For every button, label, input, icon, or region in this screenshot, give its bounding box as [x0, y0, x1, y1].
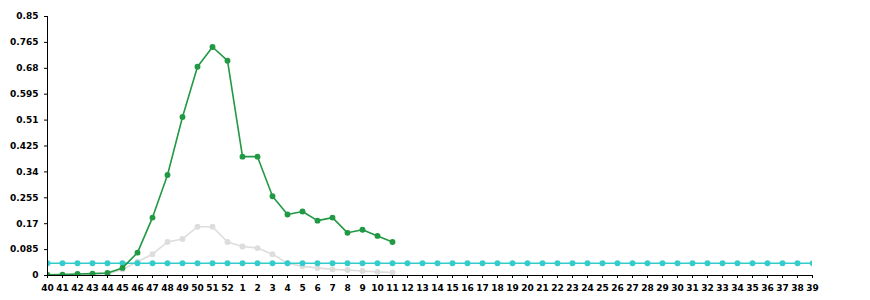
svg-text:18: 18	[491, 283, 504, 293]
svg-text:8: 8	[344, 283, 350, 293]
svg-text:0.51: 0.51	[16, 115, 38, 125]
svg-text:35: 35	[746, 283, 759, 293]
svg-text:11: 11	[386, 283, 399, 293]
svg-text:22: 22	[551, 283, 564, 293]
svg-text:15: 15	[446, 283, 459, 293]
svg-text:39: 39	[806, 283, 819, 293]
svg-text:46: 46	[131, 283, 144, 293]
svg-text:7: 7	[329, 283, 335, 293]
svg-text:0.68: 0.68	[16, 63, 38, 73]
svg-text:25: 25	[596, 283, 609, 293]
svg-text:6: 6	[314, 283, 320, 293]
svg-text:13: 13	[416, 283, 429, 293]
svg-text:0.34: 0.34	[16, 167, 38, 177]
svg-text:1: 1	[239, 283, 245, 293]
svg-text:14: 14	[431, 283, 444, 293]
svg-text:47: 47	[146, 283, 159, 293]
svg-text:0.085: 0.085	[10, 244, 38, 254]
svg-text:0.595: 0.595	[10, 89, 38, 99]
svg-text:30: 30	[671, 283, 684, 293]
svg-text:40: 40	[41, 283, 54, 293]
svg-text:43: 43	[86, 283, 99, 293]
svg-text:10: 10	[371, 283, 384, 293]
svg-text:12: 12	[401, 283, 414, 293]
svg-text:19: 19	[506, 283, 519, 293]
svg-text:0.765: 0.765	[10, 37, 38, 47]
svg-text:26: 26	[611, 283, 624, 293]
svg-text:20: 20	[521, 283, 534, 293]
svg-text:38: 38	[791, 283, 804, 293]
svg-text:34: 34	[731, 283, 744, 293]
svg-text:37: 37	[776, 283, 789, 293]
svg-text:42: 42	[71, 283, 84, 293]
svg-text:0.17: 0.17	[16, 219, 38, 229]
svg-text:0.255: 0.255	[10, 193, 38, 203]
svg-text:21: 21	[536, 283, 549, 293]
svg-text:48: 48	[161, 283, 174, 293]
svg-text:51: 51	[206, 283, 219, 293]
svg-text:45: 45	[116, 283, 129, 293]
svg-text:2: 2	[254, 283, 260, 293]
svg-text:4: 4	[284, 283, 290, 293]
svg-text:52: 52	[221, 283, 234, 293]
svg-text:9: 9	[359, 283, 365, 293]
svg-text:17: 17	[476, 283, 489, 293]
svg-text:3: 3	[269, 283, 275, 293]
svg-text:24: 24	[581, 283, 594, 293]
svg-text:28: 28	[641, 283, 654, 293]
svg-text:49: 49	[176, 283, 189, 293]
svg-text:50: 50	[191, 283, 204, 293]
svg-text:36: 36	[761, 283, 774, 293]
svg-text:5: 5	[299, 283, 305, 293]
svg-text:41: 41	[56, 283, 69, 293]
svg-text:31: 31	[686, 283, 699, 293]
svg-text:27: 27	[626, 283, 639, 293]
svg-text:29: 29	[656, 283, 669, 293]
svg-text:0.425: 0.425	[10, 141, 38, 151]
svg-text:0.85: 0.85	[16, 11, 38, 21]
svg-text:0: 0	[32, 270, 38, 280]
svg-text:44: 44	[101, 283, 114, 293]
svg-text:16: 16	[461, 283, 474, 293]
svg-text:32: 32	[701, 283, 714, 293]
svg-text:23: 23	[566, 283, 579, 293]
svg-text:33: 33	[716, 283, 729, 293]
